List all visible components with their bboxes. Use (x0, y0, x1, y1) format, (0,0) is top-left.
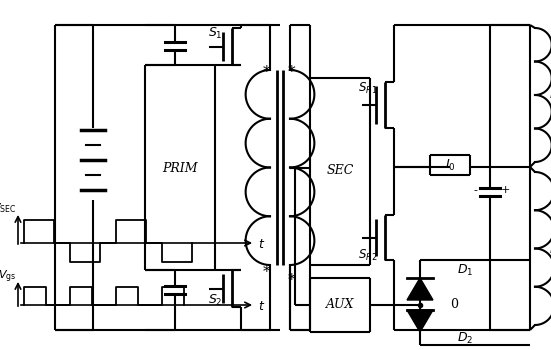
Polygon shape (407, 310, 433, 332)
Text: $t$: $t$ (258, 238, 265, 252)
Text: $S_1$: $S_1$ (208, 26, 223, 41)
Text: +: + (500, 185, 510, 195)
Text: PRIM: PRIM (162, 161, 198, 175)
Text: -: - (473, 185, 477, 195)
Text: *: * (263, 265, 271, 279)
Text: $D_2$: $D_2$ (457, 330, 473, 345)
Text: 0: 0 (450, 299, 458, 312)
Text: *: * (263, 65, 271, 79)
Text: SEC: SEC (326, 163, 354, 176)
Text: AUX: AUX (326, 299, 354, 312)
Text: *: * (288, 273, 296, 287)
Text: $V_\mathrm{gs}$: $V_\mathrm{gs}$ (0, 269, 16, 285)
Polygon shape (407, 278, 433, 300)
Text: $V_\mathrm{SEC}$: $V_\mathrm{SEC}$ (0, 201, 16, 215)
Text: $L_2$: $L_2$ (549, 243, 551, 258)
Text: $I_0$: $I_0$ (445, 158, 455, 173)
Text: $L_1$: $L_1$ (549, 88, 551, 103)
Text: $S_2$: $S_2$ (208, 293, 222, 308)
Text: $S_{R2}$: $S_{R2}$ (358, 247, 378, 262)
Text: $t$: $t$ (258, 301, 265, 314)
Text: $S_{R1}$: $S_{R1}$ (358, 80, 378, 96)
Text: $D_1$: $D_1$ (457, 262, 473, 278)
Text: *: * (288, 65, 296, 79)
